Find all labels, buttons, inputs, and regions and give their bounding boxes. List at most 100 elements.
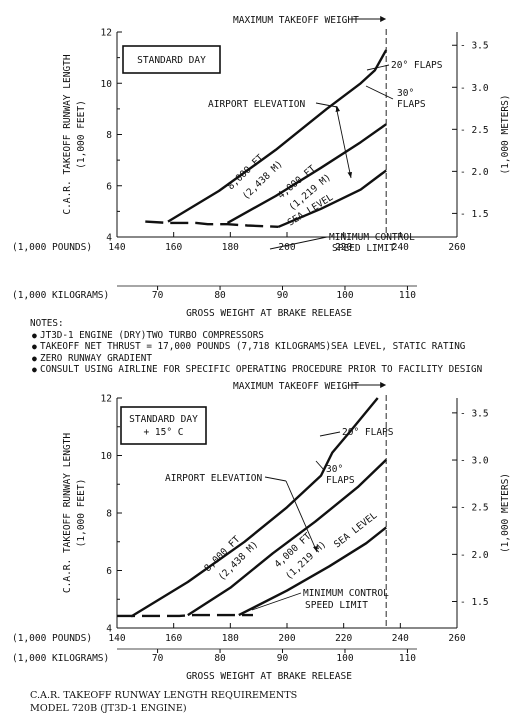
x-tick-label: 140 (108, 242, 125, 253)
x-alt-unit-label: (1,000 KILOGRAMS) (12, 290, 109, 301)
min-control-label: MINIMUM CONTROL (303, 588, 389, 599)
y-tick-label: 10 (101, 451, 113, 462)
flaps-30-label: FLAPS (326, 475, 355, 486)
x-tick-label: 200 (278, 633, 295, 644)
y2-tick-label: - 3.0 (460, 456, 489, 467)
series-line (130, 397, 379, 618)
x2-tick-label: 110 (399, 653, 416, 664)
y2-tick-label: - 2.5 (460, 125, 489, 136)
note-item: ● ZERO RUNWAY GRADIENT (32, 353, 525, 365)
notes: NOTES: ● JT3D-1 ENGINE (DRY)TWO TURBO COM… (30, 318, 525, 376)
y2-tick-label: - 3.5 (460, 41, 489, 52)
caption-line: MODEL 720B (JT3D-1 ENGINE) (30, 702, 187, 714)
y-tick-label: 6 (106, 181, 112, 192)
flaps-30-label: FLAPS (397, 99, 426, 110)
x-axis-title: GROSS WEIGHT AT BRAKE RELEASE (186, 308, 352, 319)
series-line (226, 123, 387, 224)
min-control-line (145, 220, 279, 228)
x-tick-label: 200 (278, 242, 295, 253)
y-tick-label: 12 (101, 28, 112, 39)
arrow-head-icon (335, 106, 340, 112)
x-tick-label: 260 (448, 242, 465, 253)
series-line (278, 169, 387, 228)
y-tick-label: 4 (106, 233, 112, 244)
chart-1: 4 6 8 10 12 - 1.5 - 2.0 - 2.5 - 3.0 - 3.5 140 160 18… (12, 15, 511, 319)
y-axis-unit: (1,000 FEET) (76, 479, 87, 548)
x2-tick-label: 90 (277, 290, 289, 301)
x-tick-label: 180 (222, 242, 239, 253)
arrow-head-icon (380, 382, 387, 388)
arrow-head-icon (313, 546, 318, 552)
max-weight-label: MAXIMUM TAKEOFF WEIGHT (233, 15, 359, 26)
notes-heading: NOTES: (30, 318, 64, 329)
x2-tick-label: 100 (336, 290, 353, 301)
leader-line (319, 431, 341, 437)
leader-line (335, 105, 352, 179)
y-tick-label: 10 (101, 79, 113, 90)
legend-box (122, 45, 221, 74)
y-tick-label: 6 (106, 566, 112, 577)
note-text: ZERO RUNWAY GRADIENT (40, 352, 152, 364)
y2-axis-title: (1,000 METERS) (500, 473, 511, 553)
x2-tick-label: 110 (399, 290, 416, 301)
y-axis-unit: (1,000 FEET) (76, 100, 87, 169)
bullet-icon: ● (32, 353, 37, 363)
x2-tick-label: 100 (336, 653, 353, 664)
x-tick-label: 160 (165, 242, 182, 253)
arrow-head-icon (347, 172, 352, 178)
note-item: ● TAKEOFF NET THRUST = 17,000 POUNDS (7,7… (32, 341, 525, 353)
note-item: ● CONSULT USING AIRLINE FOR SPECIFIC OPER… (32, 364, 525, 376)
y-tick-label: 12 (101, 394, 112, 405)
leader-line (264, 476, 287, 482)
leader-line (315, 102, 338, 108)
leader-line (315, 460, 325, 471)
note-text: CONSULT USING AIRLINE FOR SPECIFIC OPERA… (40, 364, 483, 376)
note-text: JT3D-1 ENGINE (DRY)TWO TURBO COMPRESSORS (40, 329, 264, 341)
min-control-label: SPEED LIMIT (305, 600, 368, 611)
figure-caption: C.A.R. TAKEOFF RUNWAY LENGTH REQUIREMENT… (30, 690, 297, 715)
x-tick-label: 160 (165, 633, 182, 644)
flaps-20-label: 20° FLAPS (342, 427, 394, 438)
flaps-20-label: 20° FLAPS (391, 60, 443, 71)
y-tick-label: 4 (106, 624, 112, 635)
y2-tick-label: - 2.5 (460, 503, 489, 514)
y2-tick-label: - 1.5 (460, 597, 489, 608)
y2-tick-label: - 1.5 (460, 209, 489, 220)
chart-2: 4 6 8 10 12 - 1.5 - 2.0 - 2.5 - 3.0 - 3.5 140 160 18… (12, 381, 511, 682)
caption-line: C.A.R. TAKEOFF RUNWAY LENGTH REQUIREMENT… (30, 690, 298, 701)
leader-line (285, 480, 318, 553)
series-line (167, 49, 388, 223)
chart-title: STANDARD DAY (129, 414, 198, 425)
y-tick-label: 8 (106, 509, 112, 520)
x-alt-unit-label: (1,000 KILOGRAMS) (12, 653, 109, 664)
x-tick-label: 260 (448, 633, 465, 644)
leader-line (269, 236, 328, 250)
airport-elevation-label: AIRPORT ELEVATION (165, 473, 263, 484)
bullet-icon: ● (32, 365, 37, 375)
x2-tick-label: 90 (277, 653, 289, 664)
y2-tick-label: - 3.5 (460, 408, 489, 419)
x-axis-title: GROSS WEIGHT AT BRAKE RELEASE (186, 671, 352, 682)
y-tick-label: 8 (106, 130, 112, 141)
flaps-30-label: 30° (326, 464, 343, 475)
x2-tick-label: 70 (152, 290, 164, 301)
bullet-icon: ● (32, 342, 37, 352)
x2-tick-label: 80 (214, 290, 226, 301)
leader-line (251, 592, 302, 611)
min-control-label: SPEED LIMIT (332, 243, 395, 254)
x-tick-label: 240 (392, 633, 409, 644)
min-control-line (117, 613, 253, 618)
y2-tick-label: - 2.0 (460, 167, 489, 178)
bullet-icon: ● (32, 330, 37, 340)
y-axis-title: C.A.R. TAKEOFF RUNWAY LENGTH (62, 433, 73, 593)
y2-axis-title: (1,000 METERS) (500, 94, 511, 174)
x-tick-label: 180 (222, 633, 239, 644)
x2-tick-label: 80 (214, 653, 226, 664)
arrow-head-icon (380, 16, 387, 22)
x-tick-label: 140 (108, 633, 125, 644)
chart-title: STANDARD DAY (137, 55, 206, 66)
leader-line (365, 85, 394, 100)
series-line (238, 526, 387, 617)
x-tick-label: 220 (335, 633, 352, 644)
flaps-30-label: 30° (397, 88, 414, 99)
